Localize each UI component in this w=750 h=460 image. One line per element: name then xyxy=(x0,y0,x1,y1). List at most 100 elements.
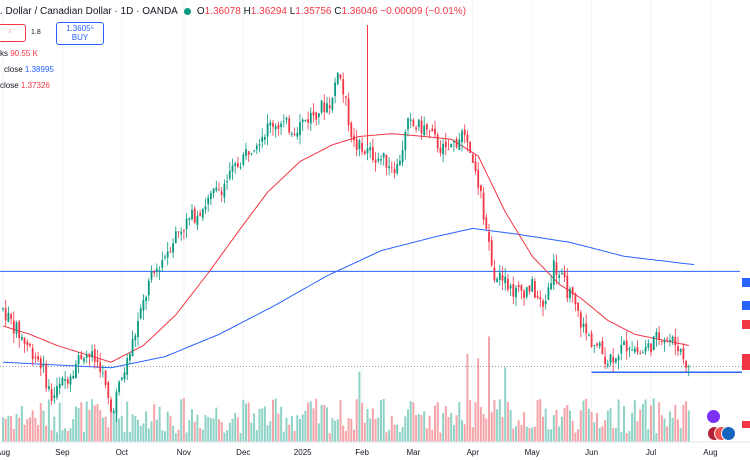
candle-body-230 xyxy=(623,341,625,345)
volume-bar-15 xyxy=(42,410,45,442)
volume-bar-53 xyxy=(145,411,148,442)
indicator-ma50-label: close xyxy=(0,81,19,90)
candle-body-75 xyxy=(204,206,207,210)
indicator-volume[interactable]: ks 90.55 K xyxy=(0,49,38,58)
candle-body-244 xyxy=(660,341,663,342)
volume-bar-64 xyxy=(174,433,177,442)
volume-bar-21 xyxy=(58,402,61,442)
candle-body-210 xyxy=(569,288,571,299)
candle-body-169 xyxy=(458,139,461,151)
x-tick-label-10: Jun xyxy=(585,448,598,457)
candle-body-93 xyxy=(253,150,255,151)
volume-bar-187 xyxy=(506,402,509,442)
candle-body-23 xyxy=(64,379,66,381)
volume-bar-1 xyxy=(4,418,7,442)
volume-bar-201 xyxy=(544,408,547,442)
volume-bar-166 xyxy=(450,412,453,442)
candle-body-94 xyxy=(255,145,258,150)
candle-body-186 xyxy=(504,276,507,284)
candle-body-191 xyxy=(517,285,520,288)
candle-body-172 xyxy=(466,134,469,143)
candle-body-232 xyxy=(628,348,631,350)
volume-bar-96 xyxy=(261,408,264,442)
candle-body-81 xyxy=(220,191,223,195)
volume-bar-9 xyxy=(26,419,29,442)
volume-bar-212 xyxy=(574,432,577,442)
candle-body-199 xyxy=(539,297,542,300)
candle-body-51 xyxy=(139,308,142,319)
buy-button[interactable]: 1.3605⁵ BUY xyxy=(56,22,104,45)
volume-bar-52 xyxy=(142,423,145,442)
chart-legend-header: . Dollar / Canadian Dollar · 1D · OANDA O… xyxy=(0,6,466,17)
candle-body-73 xyxy=(199,213,201,216)
candle-body-174 xyxy=(471,154,474,163)
volume-bar-236 xyxy=(639,409,642,442)
candle-body-116 xyxy=(315,112,318,120)
volume-bar-102 xyxy=(277,413,280,442)
events-lightning-icon[interactable] xyxy=(707,410,720,423)
volume-bar-182 xyxy=(493,400,496,442)
indicator-ma200[interactable]: close 1.38995 xyxy=(4,65,54,74)
candle-body-2 xyxy=(7,312,10,322)
volume-bar-97 xyxy=(263,406,266,442)
volume-bar-144 xyxy=(390,416,393,442)
volume-bar-241 xyxy=(652,398,655,442)
volume-bar-237 xyxy=(641,403,644,442)
volume-bar-63 xyxy=(172,425,175,442)
candle-body-68 xyxy=(185,218,188,230)
candle-body-100 xyxy=(272,123,274,127)
candle-body-180 xyxy=(488,231,490,242)
candle-body-205 xyxy=(555,262,558,276)
candle-body-156 xyxy=(423,125,426,136)
symbol-title[interactable]: . Dollar / Canadian Dollar · 1D · OANDA xyxy=(0,6,178,17)
volume-bar-56 xyxy=(153,404,156,442)
indicator-ma50-value: 1.37326 xyxy=(20,81,50,90)
volume-bar-73 xyxy=(199,428,202,442)
volume-bar-193 xyxy=(523,412,526,442)
candle-body-145 xyxy=(393,169,396,174)
high-label: H xyxy=(243,6,251,17)
candle-body-62 xyxy=(169,251,172,253)
volume-bar-80 xyxy=(218,419,220,442)
volume-bar-120 xyxy=(326,407,328,442)
x-tick-label-5: 2025 xyxy=(294,448,312,457)
candle-body-3 xyxy=(10,314,12,319)
candle-body-153 xyxy=(415,127,417,130)
volume-bar-198 xyxy=(536,400,539,442)
volume-bar-145 xyxy=(393,424,396,442)
volume-bar-117 xyxy=(317,423,320,442)
candle-body-170 xyxy=(461,130,463,143)
candle-body-40 xyxy=(110,399,112,412)
volume-bar-16 xyxy=(45,425,48,442)
volume-bar-174 xyxy=(471,427,474,442)
candle-body-207 xyxy=(561,272,563,275)
candle-body-163 xyxy=(442,143,444,155)
volume-bar-162 xyxy=(439,432,442,442)
candle-body-37 xyxy=(102,372,104,374)
sell-button[interactable]: ⁷ xyxy=(0,24,26,42)
volume-bar-183 xyxy=(496,409,499,442)
candle-body-149 xyxy=(404,131,407,151)
volume-bar-98 xyxy=(266,425,269,442)
candle-body-139 xyxy=(377,158,380,161)
volume-bar-46 xyxy=(126,401,129,442)
candle-body-136 xyxy=(369,147,372,151)
candle-body-157 xyxy=(426,123,428,130)
volume-bar-148 xyxy=(401,426,404,442)
candle-body-26 xyxy=(72,376,75,379)
flag-eu-icon[interactable] xyxy=(721,426,736,441)
candle-body-58 xyxy=(158,270,161,271)
candle-body-184 xyxy=(498,272,501,281)
indicator-ma50[interactable]: close 1.37326 xyxy=(0,81,50,90)
ma50-line xyxy=(2,133,689,363)
volume-bar-70 xyxy=(191,409,193,442)
x-tick-label-1: Sep xyxy=(55,448,70,457)
candle-body-120 xyxy=(326,103,328,113)
candle-body-33 xyxy=(91,351,93,358)
candle-body-251 xyxy=(679,349,682,352)
candle-body-178 xyxy=(482,192,485,220)
volume-bar-153 xyxy=(415,415,418,442)
candle-body-124 xyxy=(336,73,339,84)
volume-bar-78 xyxy=(212,418,215,442)
candle-body-59 xyxy=(161,259,164,268)
